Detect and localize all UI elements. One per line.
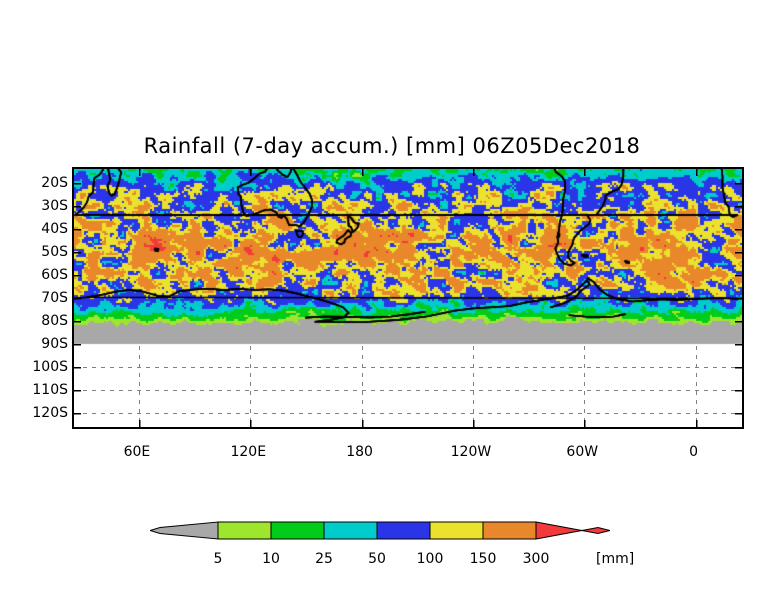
colorbar-tick-label: 10	[262, 551, 280, 567]
colorbar-over-arrow	[535, 521, 610, 540]
colorbar-swatch	[376, 521, 431, 540]
colorbar-swatch	[482, 521, 537, 540]
colorbar-swatch	[270, 521, 325, 540]
colorbar-swatch	[323, 521, 378, 540]
colorbar: [mm] 5 10 25 50 100 150 300	[0, 512, 784, 572]
x-tick-label: 120E	[230, 444, 267, 460]
y-tick-label: 90S	[41, 336, 68, 353]
x-tick-label: 120W	[450, 444, 492, 460]
x-tick-label: 60E	[123, 444, 151, 460]
colorbar-under-arrow	[150, 521, 219, 540]
colorbar-swatch	[429, 521, 484, 540]
colorbar-tick-label: 25	[315, 551, 333, 567]
y-tick-label: 120S	[32, 405, 68, 422]
x-tick-label: 180	[346, 444, 373, 460]
y-tick-label: 30S	[41, 197, 68, 214]
y-tick-label: 110S	[32, 382, 68, 399]
y-tick-label: 100S	[32, 359, 68, 376]
y-tick-label: 80S	[41, 313, 68, 330]
colorbar-swatches	[150, 521, 610, 540]
y-tick-label: 40S	[41, 220, 68, 237]
colorbar-tick-label: 100	[416, 551, 444, 567]
y-tick-label: 50S	[41, 243, 68, 260]
colorbar-swatch	[217, 521, 272, 540]
x-tick-label: 60W	[566, 444, 599, 460]
y-tick-label: 20S	[41, 174, 68, 191]
y-axis-labels: 20S 30S 40S 50S 60S 70S 80S 90S 100S 110S 120S	[0, 167, 68, 429]
colorbar-tick-label: 5	[213, 551, 223, 567]
colorbar-tick-label: 150	[469, 551, 497, 567]
map-plot-area	[72, 167, 744, 429]
x-tick-label: 0	[689, 444, 699, 460]
y-tick-label: 60S	[41, 266, 68, 283]
page-title: Rainfall (7-day accum.) [mm] 06Z05Dec201…	[143, 134, 641, 158]
rainfall-heatmap	[74, 169, 742, 427]
x-axis-labels: 60E 120E 180 120W 60W 0	[0, 441, 784, 465]
colorbar-tick-label: 300	[522, 551, 550, 567]
y-tick-label: 70S	[41, 290, 68, 306]
colorbar-unit-label: [mm]	[596, 551, 635, 567]
colorbar-tick-label: 50	[368, 551, 386, 567]
